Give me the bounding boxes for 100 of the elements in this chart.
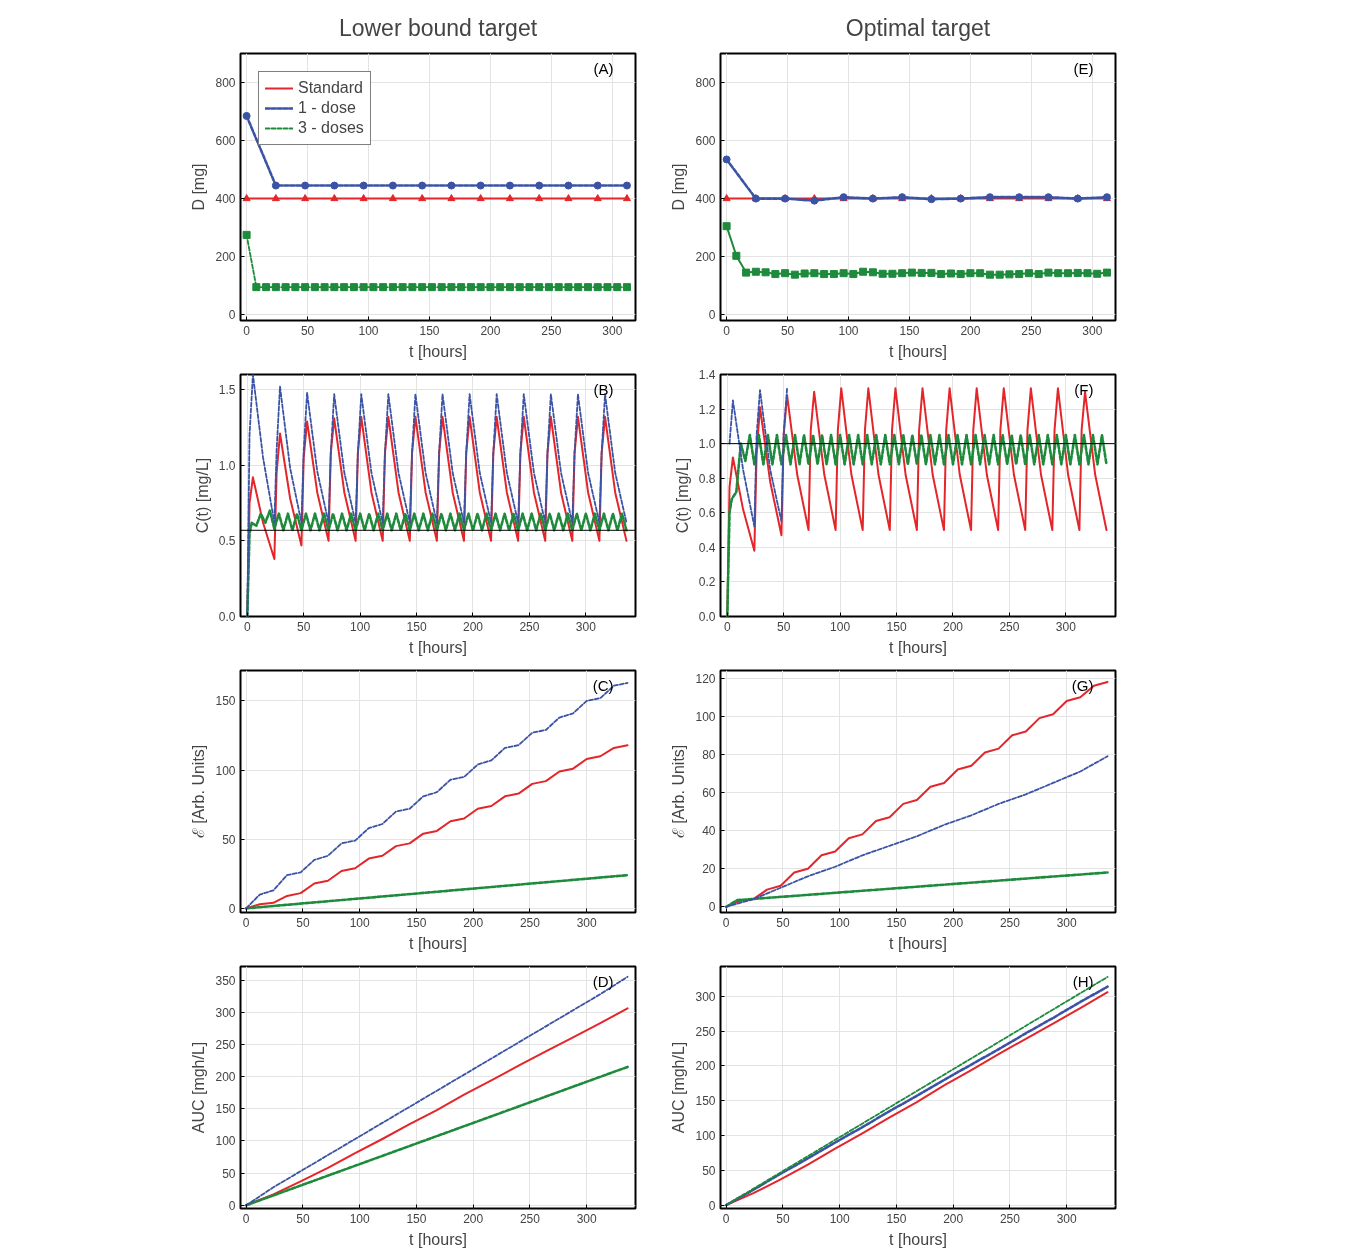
x-tick-label: 250 <box>999 915 1021 930</box>
y-tick-label: 800 <box>695 76 716 91</box>
x-tick-label: 200 <box>480 323 501 338</box>
y-axis-title: C(t) [mg/L] <box>673 457 691 534</box>
y-tick-label: 0.6 <box>698 506 716 521</box>
x-tick-label: 300 <box>1056 915 1078 930</box>
x-tick-label: 150 <box>406 1211 427 1226</box>
x-tick-label: 150 <box>886 915 907 930</box>
annotation: (A) <box>593 59 614 77</box>
x-tick-label: 100 <box>349 1211 371 1226</box>
x-tick-label: 300 <box>576 1211 598 1226</box>
x-tick-label: 100 <box>349 915 371 930</box>
y-axis-title: D [mg] <box>190 163 208 211</box>
x-tick-label: 300 <box>1082 323 1103 338</box>
y-tick-label: 50 <box>222 832 236 847</box>
annotation: (H) <box>1072 972 1094 990</box>
y-tick-label: 100 <box>695 709 716 724</box>
y-tick-label: 0 <box>228 1198 236 1213</box>
x-tick-label: 100 <box>358 323 379 338</box>
annotation: (B) <box>593 380 614 398</box>
x-tick-label: 200 <box>943 1211 964 1226</box>
x-tick-label: 150 <box>419 323 440 338</box>
y-tick-label: 600 <box>215 134 236 149</box>
y-tick-label: 0 <box>708 900 716 915</box>
y-tick-label: 400 <box>215 192 236 207</box>
y-tick-label: 800 <box>215 76 236 91</box>
y-tick-label: 200 <box>215 250 236 265</box>
x-tick-label: 50 <box>780 323 795 338</box>
y-axis-title: ℰ [Arb. Units] <box>670 744 688 839</box>
x-axis-title: t [hours] <box>889 934 947 952</box>
x-tick-label: 250 <box>519 915 541 930</box>
x-tick-label: 50 <box>296 1211 310 1226</box>
y-tick-label: 120 <box>695 671 716 686</box>
y-axis-title: AUC [mgh/L] <box>670 1041 688 1134</box>
x-tick-label: 150 <box>406 915 427 930</box>
x-tick-label: 300 <box>575 619 597 634</box>
y-tick-label: 600 <box>695 134 716 149</box>
y-axis-title: ℰ [Arb. Units] <box>190 744 208 839</box>
x-tick-label: 250 <box>541 323 562 338</box>
x-tick-label: 200 <box>942 619 964 634</box>
y-tick-label: 250 <box>215 1037 236 1052</box>
x-tick-label: 100 <box>350 619 371 634</box>
x-tick-label: 200 <box>462 619 484 634</box>
y-tick-label: 0.0 <box>218 610 236 624</box>
y-tick-label: 60 <box>702 785 716 800</box>
x-axis-title: t [hours] <box>889 342 947 360</box>
x-tick-label: 50 <box>776 1211 790 1226</box>
y-tick-label: 0.5 <box>218 534 236 549</box>
x-tick-label: 150 <box>899 323 920 338</box>
x-tick-label: 100 <box>838 323 859 338</box>
y-tick-label: 20 <box>702 862 716 877</box>
y-tick-label: 50 <box>702 1163 716 1178</box>
x-tick-label: 0 <box>243 619 251 634</box>
legend-label: 3 - doses <box>298 119 364 137</box>
x-axis-title: t [hours] <box>889 638 947 656</box>
x-tick-label: 100 <box>829 1211 851 1226</box>
y-tick-label: 150 <box>215 694 236 709</box>
x-tick-label: 300 <box>1055 619 1077 634</box>
x-tick-label: 0 <box>242 915 250 930</box>
x-tick-label: 150 <box>886 619 907 634</box>
x-axis-title: t [hours] <box>409 638 467 656</box>
y-tick-label: 50 <box>222 1166 236 1181</box>
x-tick-label: 200 <box>960 323 981 338</box>
y-tick-label: 1.0 <box>218 458 236 473</box>
x-tick-label: 0 <box>723 323 731 338</box>
y-tick-label: 100 <box>215 1134 236 1149</box>
x-tick-label: 200 <box>463 915 484 930</box>
x-tick-label: 50 <box>776 915 790 930</box>
x-tick-label: 50 <box>777 619 791 634</box>
x-tick-label: 200 <box>463 1211 484 1226</box>
y-tick-label: 0.8 <box>698 471 716 486</box>
y-tick-label: 100 <box>695 1128 716 1143</box>
x-tick-label: 200 <box>943 915 964 930</box>
y-tick-label: 200 <box>215 1070 236 1085</box>
y-axis-title: D [mg] <box>670 163 688 211</box>
x-tick-label: 250 <box>519 619 540 634</box>
y-tick-label: 150 <box>695 1094 716 1109</box>
x-axis-title: t [hours] <box>889 1230 947 1248</box>
x-tick-label: 0 <box>243 323 251 338</box>
y-tick-label: 1.5 <box>218 383 236 398</box>
y-tick-label: 300 <box>695 989 716 1004</box>
y-tick-label: 80 <box>702 747 716 762</box>
annotation: (F) <box>1074 380 1094 398</box>
x-tick-label: 50 <box>300 323 315 338</box>
y-tick-label: 0 <box>228 308 236 323</box>
y-tick-label: 350 <box>215 973 236 988</box>
x-tick-label: 50 <box>296 915 310 930</box>
x-tick-label: 0 <box>722 915 730 930</box>
chart-title: Lower bound target <box>338 15 538 41</box>
x-tick-label: 0 <box>722 1211 730 1226</box>
x-tick-label: 250 <box>1021 323 1042 338</box>
x-tick-label: 150 <box>886 1211 907 1226</box>
y-tick-label: 0 <box>708 308 716 323</box>
legend-label: Standard <box>298 79 363 97</box>
x-tick-label: 300 <box>576 915 598 930</box>
y-tick-label: 400 <box>695 192 716 207</box>
y-tick-label: 250 <box>695 1024 716 1039</box>
y-axis-title: AUC [mgh/L] <box>190 1041 208 1134</box>
y-tick-label: 40 <box>702 824 716 839</box>
x-tick-label: 250 <box>999 619 1020 634</box>
